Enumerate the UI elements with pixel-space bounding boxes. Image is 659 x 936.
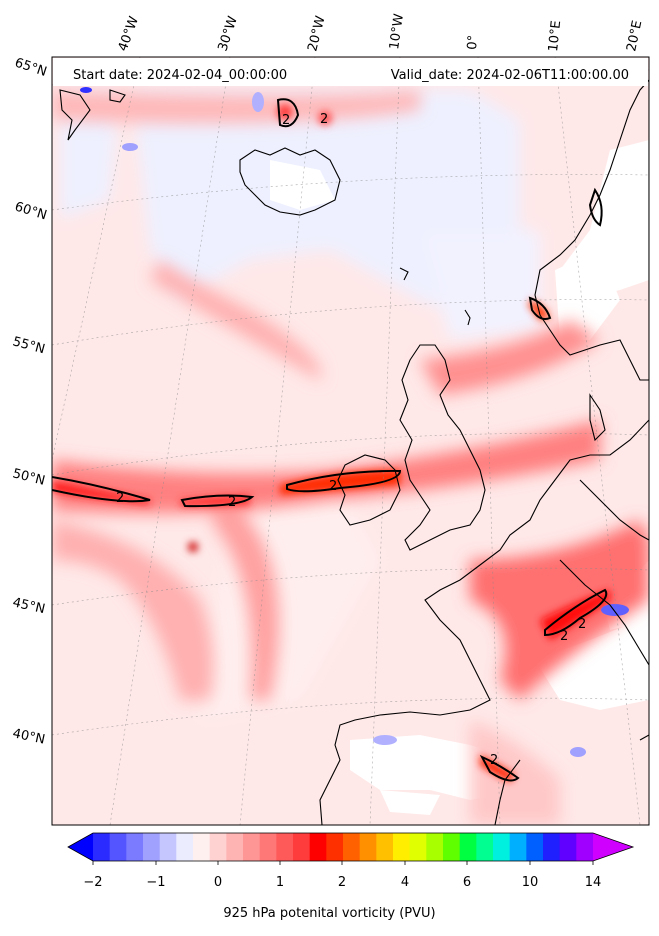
lat-label: 40°N <box>11 726 46 747</box>
pv-2-contours <box>52 98 608 782</box>
colorbar-tick-label: −2 <box>83 875 102 890</box>
graticule <box>52 57 649 825</box>
pv-cores <box>52 104 610 782</box>
colorbar-swatch <box>293 833 311 861</box>
colorbar-swatch <box>93 833 111 861</box>
latitude-labels: 65°N 60°N 55°N 50°N 45°N 40°N <box>11 56 49 748</box>
colorbar-swatch <box>559 833 577 861</box>
lat-label: 60°N <box>13 199 49 223</box>
colorbar-swatch <box>526 833 544 861</box>
colorbar-swatch <box>176 833 194 861</box>
lat-label: 55°N <box>11 334 47 357</box>
colorbar-ticks: −2 −1 0 1 2 4 6 10 14 <box>83 875 601 890</box>
contour-label: 2 <box>490 753 498 768</box>
contour-label: 2 <box>320 112 328 127</box>
lon-label: 30°W <box>216 14 241 53</box>
colorbar-swatch <box>426 833 444 861</box>
lat-label: 45°N <box>11 595 46 617</box>
colorbar-swatch <box>359 833 377 861</box>
colorbar-tick-label: 6 <box>463 875 471 890</box>
contour-label-group: 2 2 2 2 2 2 2 2 <box>116 112 586 768</box>
lat-label: 50°N <box>11 466 46 488</box>
contour-label: 2 <box>329 479 337 494</box>
colorbar-tick-label: 2 <box>338 875 346 890</box>
colorbar-swatch <box>143 833 161 861</box>
colorbar-swatch <box>226 833 244 861</box>
colorbar-swatch <box>193 833 211 861</box>
start-date-label: Start date: 2024-02-04_00:00:00 <box>73 68 287 83</box>
header-band <box>53 58 648 86</box>
colorbar-swatch <box>459 833 477 861</box>
lon-label: 20°W <box>305 14 328 53</box>
colorbar-tick-label: 0 <box>214 875 222 890</box>
colorbar-swatch <box>209 833 227 861</box>
negative-pv-spots <box>80 87 629 757</box>
colorbar-swatch <box>159 833 177 861</box>
colorbar-extend-low <box>68 833 93 861</box>
colorbar-tick-label: −1 <box>146 875 165 890</box>
coastlines <box>59 79 649 825</box>
contour-label: 2 <box>282 113 290 128</box>
contour-label: 2 <box>578 617 586 632</box>
colorbar-swatch <box>443 833 461 861</box>
lon-label: 20°E <box>624 19 645 53</box>
lon-label: 40°W <box>116 14 142 53</box>
colorbar-swatch <box>393 833 411 861</box>
colorbar-swatch <box>343 833 361 861</box>
contour-label: 2 <box>228 495 236 510</box>
colorbar-swatch <box>409 833 427 861</box>
lon-label: 10°W <box>387 13 407 51</box>
contour-label: 2 <box>560 629 568 644</box>
colorbar-swatch <box>493 833 511 861</box>
colorbar <box>67 832 635 865</box>
colorbar-extend-high <box>593 833 633 861</box>
colorbar-swatch <box>543 833 561 861</box>
colorbar-swatch <box>243 833 261 861</box>
colorbar-tick-label: 4 <box>401 875 409 890</box>
lat-label: 65°N <box>13 56 49 80</box>
colorbar-swatch <box>109 833 127 861</box>
colorbar-tick-label: 14 <box>585 875 602 890</box>
no-data-areas <box>270 140 649 815</box>
colorbar-tick-label: 1 <box>276 875 284 890</box>
colorbar-title: 925 hPa potenital vorticity (PVU) <box>223 906 436 921</box>
colorbar-swatch <box>126 833 144 861</box>
contour-label: 2 <box>116 491 124 506</box>
colorbar-swatch <box>476 833 494 861</box>
colorbar-swatch <box>576 833 594 861</box>
colorbar-swatch <box>309 833 327 861</box>
colorbar-swatch <box>276 833 294 861</box>
colorbar-swatch <box>376 833 394 861</box>
lon-label: 0° <box>465 34 481 50</box>
longitude-labels: 40°W 30°W 20°W 10°W 0° 10°E 20°E <box>116 13 646 54</box>
pv-bands <box>52 90 649 825</box>
colorbar-swatch <box>326 833 344 861</box>
lon-label: 10°E <box>546 20 564 53</box>
colorbar-tick-label: 10 <box>522 875 539 890</box>
valid-date-label: Valid_date: 2024-02-06T11:00:00.00 <box>391 68 629 83</box>
colorbar-swatch <box>259 833 277 861</box>
colorbar-swatch <box>509 833 527 861</box>
map-border <box>51 56 650 826</box>
map-panel <box>52 57 649 825</box>
